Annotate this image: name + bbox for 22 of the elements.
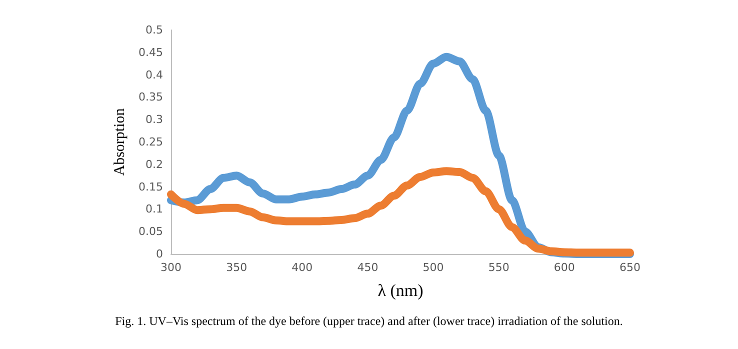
x-tick-label: 650	[620, 261, 640, 274]
x-tick-label: 600	[554, 261, 575, 274]
y-tick-label: 0	[156, 248, 163, 260]
x-tick-label: 450	[357, 261, 378, 274]
y-tick-label: 0.25	[138, 136, 163, 148]
y-axis-title: Absorption	[112, 108, 128, 176]
y-tick-label: 0.2	[146, 158, 163, 171]
x-tick-label: 300	[160, 261, 182, 274]
y-tick-label: 0.15	[138, 180, 163, 194]
x-axis-title: λ (nm)	[378, 281, 424, 300]
x-tick-label: 500	[422, 261, 444, 274]
caption: Fig. 1. UV–Vis spectrum of the dye before (upper trace) and after (lower trace) irradiation of the solution.	[115, 314, 623, 328]
y-tick-label: 0.3	[146, 113, 163, 126]
y-tick-label: 0.4	[146, 68, 163, 82]
y-tick-label: 0.35	[138, 90, 163, 104]
y-tick-label: 0.45	[138, 46, 163, 59]
x-tick-label: 350	[226, 261, 248, 274]
x-tick-label: 400	[292, 261, 313, 274]
y-tick-label: 0.05	[138, 225, 163, 238]
y-tick-label: 0.1	[146, 202, 163, 216]
x-tick-label: 550	[488, 261, 510, 274]
y-tick-label: 0.5	[146, 24, 163, 36]
